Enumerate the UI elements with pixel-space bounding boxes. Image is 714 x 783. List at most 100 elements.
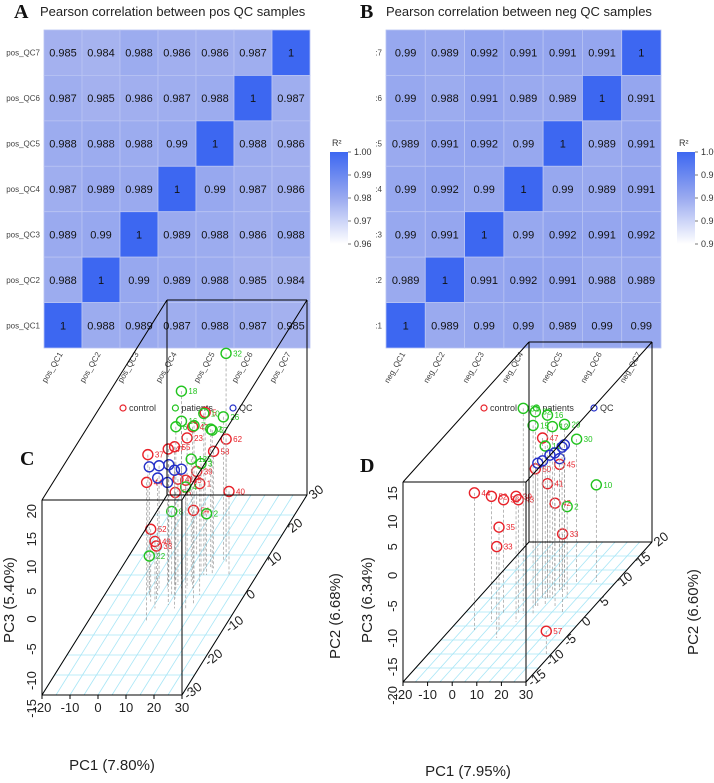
heatmap-cell-label: 1 [403,320,409,332]
box-frame-edge [525,341,653,483]
heatmap-cell-label: 0.991 [549,275,577,287]
heatmap-cell-label: 0.988 [201,320,229,332]
data-point-label: 2 [218,425,223,434]
heatmap-cell [271,256,311,303]
data-point-control [186,421,199,433]
heatmap-cell-label: 0.988 [588,275,616,287]
heatmap-x-tick-label: neg_QC4 [500,350,525,385]
data-point-label: 15 [540,421,549,430]
data-point-qc [168,464,181,476]
heatmap-cell [233,302,273,349]
data-point-control [142,448,154,461]
heatmap-cell [157,302,197,349]
legend-marker [171,404,179,412]
data-point-control [468,487,481,499]
panel-letter-c: C [20,448,34,470]
data-point-qc [553,452,566,465]
heatmap-y-tick-label: :1 [375,321,382,330]
x-tick-label: 20 [147,700,161,715]
heatmap-cell [119,120,159,167]
z-tick-label: 0 [385,572,400,579]
data-point-patients [527,419,539,432]
heatmap-cell-label: 1 [212,139,218,151]
x-axis-title: PC1 (7.95%) [425,763,511,780]
heatmap-cell-label: 0.987 [163,93,191,105]
heatmap-cell-label: 0.986 [239,229,267,241]
data-point-patients [517,402,529,414]
legend-marker [119,404,127,412]
heatmap-cell [503,256,544,303]
heatmap-cell-label: 0.988 [201,93,229,105]
data-point-label: 10 [211,409,220,418]
heatmap-cell [582,75,623,122]
colorbar-a: R² 1.00 0.99 0.98 0.97 0.96 [330,138,372,249]
data-point-patients [205,423,217,435]
heatmap-cell-label: 0.988 [49,275,77,287]
data-point-label: 33 [163,542,172,551]
heatmap-cell-label: 0.99 [474,184,495,196]
colorbar-title: R² [332,138,342,148]
heatmap-cell-label: 0.989 [431,48,459,60]
z-tick-label: -10 [24,671,39,690]
box-frame-edge [41,299,168,501]
heatmap-cell [424,29,465,76]
box-frame-edge [181,299,308,501]
z-tick-label: 5 [24,588,39,595]
data-point-label: 57 [553,627,562,636]
heatmap-cell [43,256,83,303]
data-point-patients [220,347,232,360]
data-point-control [187,504,200,516]
data-point-label: 22 [156,552,165,561]
heatmap-cell-label: 0.985 [49,48,77,60]
z-tick-label: 20 [24,504,39,518]
heatmap-cell-label: 0.99 [395,184,416,196]
data-point-label: 33 [570,530,579,539]
heatmap-cell [157,120,197,167]
heatmap-cell-label: 1 [599,93,605,105]
colorbar-gradient [330,152,348,244]
heatmap-y-tick-label: pos_QC4 [6,185,40,194]
x-tick-label: -10 [418,687,437,702]
heatmap-cell-label: 0.99 [128,275,149,287]
heatmap-cell-label: 0.991 [470,93,498,105]
heatmap-cell-label: 0.987 [277,93,305,105]
heatmap-y-tick-label: :6 [375,94,382,103]
data-point-control [497,494,510,506]
panel-letter-b: B [360,1,373,23]
data-point-control [169,486,181,499]
heatmap-cell-label: 0.984 [277,275,305,287]
heatmap-cell [385,75,426,122]
y-tick-label: 20 [285,515,306,536]
data-point-patients [206,424,218,436]
heatmap-cell [195,302,235,349]
heatmap-cell [542,29,583,76]
y-tick-label: -10 [543,646,567,669]
heatmap-cell-label: 0.99 [513,139,534,151]
heatmap-cell-label: 0.99 [395,229,416,241]
heatmap-cell-label: 0.992 [549,229,577,241]
data-point-control [149,535,161,548]
heatmap-cell-label: 0.989 [431,320,459,332]
x-tick-label: 0 [94,700,101,715]
heatmap-y-tick-label: pos_QC2 [6,276,40,285]
heatmap-cell [43,165,83,213]
heatmap-cell-label: 0.991 [549,48,577,60]
heatmap-cell-label: 0.986 [125,93,153,105]
heatmap-b: Pearson correlation between neg QC sampl… [375,4,662,385]
heatmap-cell [157,256,197,303]
heatmap-cell-label: 1 [520,184,526,196]
heatmap-x-tick-label: neg_QC1 [382,350,407,385]
heatmap-cell-label: 0.99 [474,320,495,332]
heatmap-cell [582,211,623,258]
data-point-label: 31 [530,404,539,413]
heatmap-cell-label: 0.99 [204,184,225,196]
heatmap-cell [271,120,311,167]
box-frame-edge [402,341,530,483]
heatmap-a: Pearson correlation between pos QC sampl… [6,4,311,384]
heatmap-x-tick-label: neg_QC3 [461,350,486,385]
data-point-label: 54 [200,506,209,515]
data-point-label: 56 [511,496,520,505]
y-tick-label: 10 [615,569,636,590]
heatmap-cell-label: 0.99 [90,229,111,241]
